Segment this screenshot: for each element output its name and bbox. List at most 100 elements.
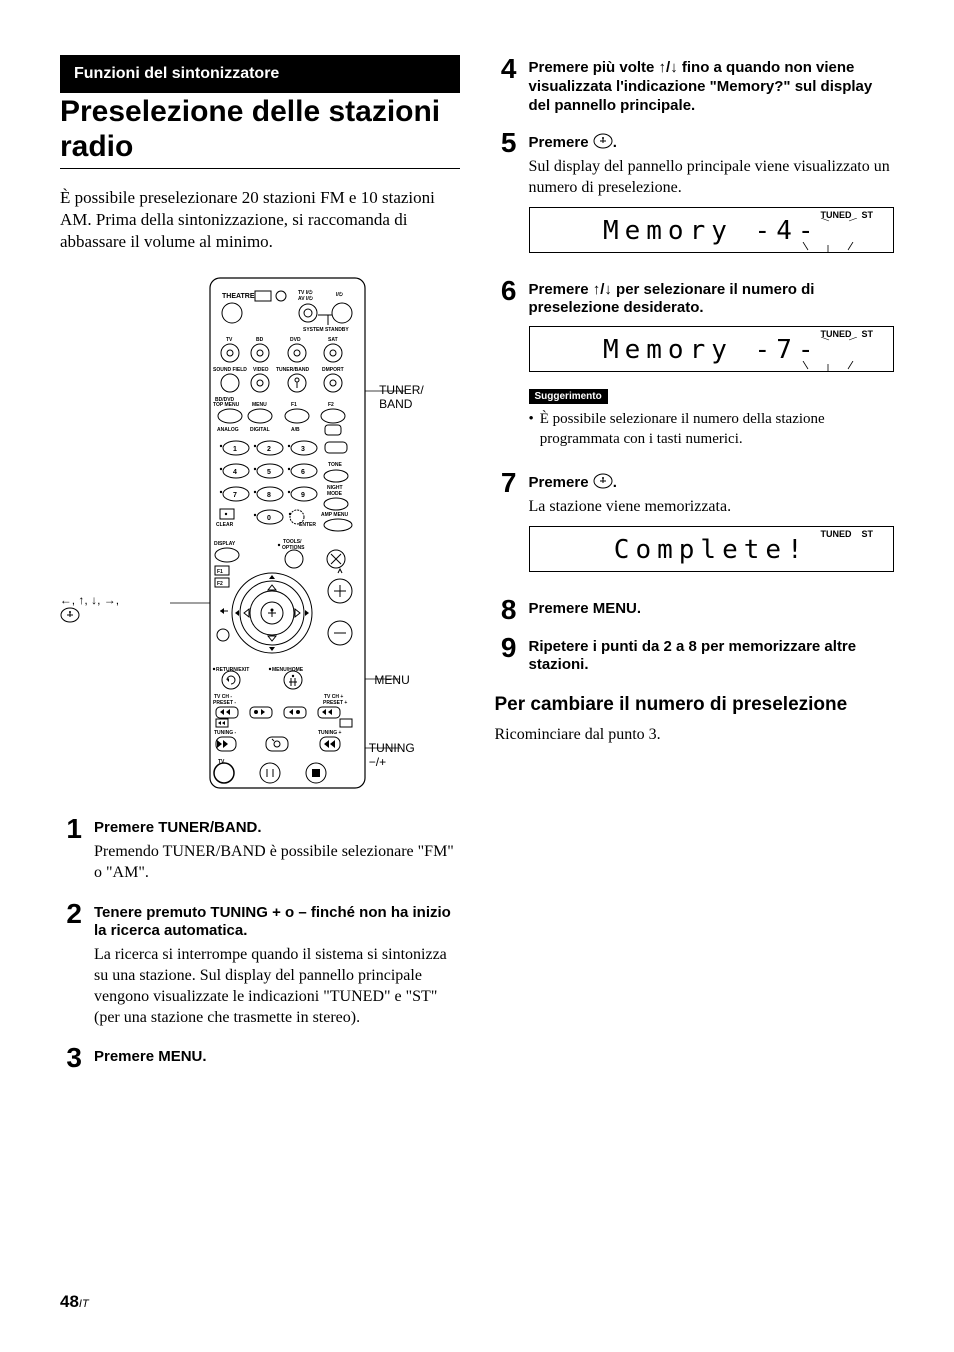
svg-text:ENTER: ENTER	[299, 522, 316, 528]
step-number: 7	[495, 469, 517, 497]
step-9: 9 Ripetere i punti da 2 a 8 per memorizz…	[495, 634, 895, 680]
svg-text:TOP MENU: TOP MENU	[213, 402, 240, 408]
page-number-suffix: IT	[79, 1298, 89, 1310]
svg-text:3: 3	[301, 446, 305, 453]
svg-text:F2: F2	[217, 581, 223, 587]
step-5-head: Premere .	[529, 133, 895, 153]
step-5-text: Sul display del pannello principale vien…	[529, 157, 895, 199]
step-7-text: La stazione viene memorizzata.	[529, 497, 895, 518]
step-3-head: Premere MENU.	[94, 1048, 460, 1067]
step-number: 4	[495, 55, 517, 83]
svg-text:PRESET +: PRESET +	[323, 700, 347, 706]
svg-text:TONE: TONE	[328, 462, 342, 468]
lcd-bottom-marks	[793, 242, 863, 254]
svg-text:5: 5	[267, 469, 271, 476]
svg-text:SAT: SAT	[328, 337, 338, 343]
lcd-bottom-marks	[793, 361, 863, 373]
svg-text:0: 0	[267, 515, 271, 522]
lcd-display-complete: TUNED ST Complete!	[529, 526, 895, 572]
step-1-head: Premere TUNER/BAND.	[94, 819, 460, 838]
svg-text:6: 6	[301, 469, 305, 476]
svg-text:DIGITAL: DIGITAL	[250, 427, 270, 433]
svg-text:A/B: A/B	[291, 427, 300, 433]
enter-icon	[593, 133, 613, 149]
step-2: 2 Tenere premuto TUNING + o – finché non…	[60, 900, 460, 1035]
enter-icon	[60, 607, 80, 623]
svg-text:F2: F2	[328, 402, 334, 408]
svg-text:F1: F1	[217, 569, 223, 575]
step-number: 5	[495, 129, 517, 157]
step-2-head: Tenere premuto TUNING + o – finché non h…	[94, 904, 460, 942]
step-7-head-text: Premere	[529, 474, 593, 491]
svg-text:VIDEO: VIDEO	[253, 367, 269, 373]
svg-text:DMPORT: DMPORT	[322, 367, 344, 373]
tip-text: È possibile selezionare il numero della …	[540, 410, 894, 449]
svg-text:F1: F1	[291, 402, 297, 408]
page-number: 48IT	[60, 1292, 89, 1312]
svg-text:AMP MENU: AMP MENU	[321, 512, 349, 518]
svg-text:8: 8	[267, 492, 271, 499]
svg-text:RETURN/EXIT: RETURN/EXIT	[216, 667, 249, 673]
remote-svg: THEATRE TV I/⏻ AV I/⏻ I/⏻ SYSTEM STANDBY…	[100, 273, 420, 793]
svg-text:TV: TV	[226, 337, 233, 343]
step-2-text: La ricerca si interrompe quando il siste…	[94, 945, 460, 1028]
svg-text:I/⏻: I/⏻	[336, 292, 343, 298]
svg-text:SOUND FIELD: SOUND FIELD	[213, 367, 247, 373]
step-number: 9	[495, 634, 517, 662]
step-number: 1	[60, 815, 82, 843]
tip-badge: Suggerimento	[529, 389, 608, 404]
step-number: 2	[60, 900, 82, 928]
svg-text:SYSTEM STANDBY: SYSTEM STANDBY	[303, 327, 349, 333]
callout-tuning: TUNING −/+	[369, 741, 415, 769]
bullet-icon: •	[529, 410, 534, 449]
callout-arrows-text: ←, ↑, ↓, →,	[60, 593, 119, 607]
callout-menu: MENU	[374, 673, 409, 687]
svg-text:9: 9	[301, 492, 305, 499]
lcd-display-memory4: TUNED ST Memory -4-	[529, 207, 895, 253]
svg-text:ANALOG: ANALOG	[217, 427, 239, 433]
step-7-head: Premere .	[529, 473, 895, 493]
svg-text:TUNING -: TUNING -	[214, 730, 237, 736]
step-number: 3	[60, 1044, 82, 1072]
step-6-head: Premere ↑/↓ per selezionare il numero di…	[529, 281, 895, 319]
svg-text:4: 4	[233, 469, 237, 476]
step-1: 1 Premere TUNER/BAND. Premendo TUNER/BAN…	[60, 815, 460, 889]
page-number-value: 48	[60, 1292, 79, 1311]
step-6: 6 Premere ↑/↓ per selezionare il numero …	[495, 277, 895, 460]
svg-text:DVD: DVD	[290, 337, 301, 343]
svg-text:2: 2	[267, 446, 271, 453]
remote-diagram: TUNER/ BAND ←, ↑, ↓, →, MENU TUNING −/+	[60, 273, 460, 793]
svg-text:TUNING +: TUNING +	[318, 730, 342, 736]
step-4-head: Premere più volte ↑/↓ fino a quando non …	[529, 59, 895, 115]
svg-text:PRESET -: PRESET -	[213, 700, 236, 706]
step-9-head: Ripetere i punti da 2 a 8 per memorizzar…	[529, 638, 895, 676]
step-5: 5 Premere . Sul display del pannello pri…	[495, 129, 895, 266]
sub-text: Ricominciare dal punto 3.	[495, 725, 895, 746]
svg-text:DISPLAY: DISPLAY	[214, 541, 236, 547]
tip-bullet: • È possibile selezionare il numero dell…	[529, 410, 895, 449]
step-8-head: Premere MENU.	[529, 600, 895, 619]
title-divider	[60, 168, 460, 169]
callout-arrows: ←, ↑, ↓, →,	[60, 593, 119, 626]
svg-text:7: 7	[233, 492, 237, 499]
svg-text:TUNER/BAND: TUNER/BAND	[276, 367, 309, 373]
intro-paragraph: È possibile preselezionare 20 stazioni F…	[60, 187, 460, 253]
step-1-text: Premendo TUNER/BAND è possibile selezion…	[94, 842, 460, 884]
step-8: 8 Premere MENU.	[495, 596, 895, 624]
step-7: 7 Premere . La stazione viene memorizzat…	[495, 469, 895, 586]
svg-text:AV I/⏻: AV I/⏻	[298, 296, 313, 302]
svg-text:THEATRE: THEATRE	[222, 293, 255, 300]
svg-text:MODE: MODE	[327, 491, 343, 497]
step-3: 3 Premere MENU.	[60, 1044, 460, 1072]
svg-text:BD: BD	[256, 337, 264, 343]
svg-text:MENU: MENU	[252, 402, 267, 408]
step-number: 8	[495, 596, 517, 624]
enter-icon	[593, 473, 613, 489]
sub-heading: Per cambiare il numero di preselezione	[495, 693, 895, 717]
svg-text:CLEAR: CLEAR	[216, 522, 234, 528]
section-header: Funzioni del sintonizzatore	[60, 55, 460, 93]
step-5-head-text: Premere	[529, 134, 593, 151]
step-4: 4 Premere più volte ↑/↓ fino a quando no…	[495, 55, 895, 119]
step-number: 6	[495, 277, 517, 305]
svg-text:1: 1	[233, 446, 237, 453]
